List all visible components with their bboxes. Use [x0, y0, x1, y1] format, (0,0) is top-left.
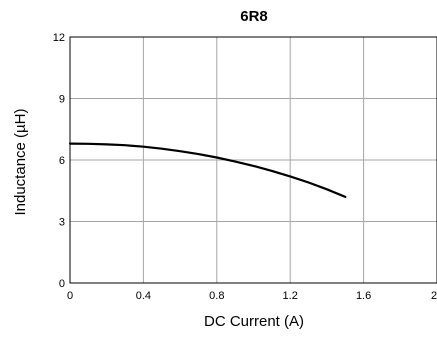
x-tick-label: 1.6 [356, 290, 371, 302]
y-tick-label: 12 [53, 32, 65, 44]
y-axis-label: Inductance (µH) [12, 108, 29, 215]
y-tick-label: 0 [59, 278, 65, 290]
plot-frame [69, 36, 437, 284]
x-tick-label: 1.2 [283, 290, 298, 302]
x-tick-label: 0.4 [136, 290, 151, 302]
series-layer [68, 142, 347, 198]
y-tick-label: 9 [59, 94, 65, 106]
x-axis-label: DC Current (A) [204, 313, 304, 330]
x-tick-label: 0 [67, 290, 73, 302]
grid [70, 36, 437, 283]
y-tick-label: 3 [59, 217, 65, 229]
chart-title: 6R8 [240, 8, 268, 25]
series-line [68, 142, 347, 198]
x-tick-label: 2 [431, 290, 437, 302]
y-tick-label: 6 [59, 155, 65, 167]
tick-labels: 0 0.4 0.8 1.2 1.6 2 0 3 6 9 12 [53, 32, 437, 302]
x-tick-label: 0.8 [209, 290, 224, 302]
